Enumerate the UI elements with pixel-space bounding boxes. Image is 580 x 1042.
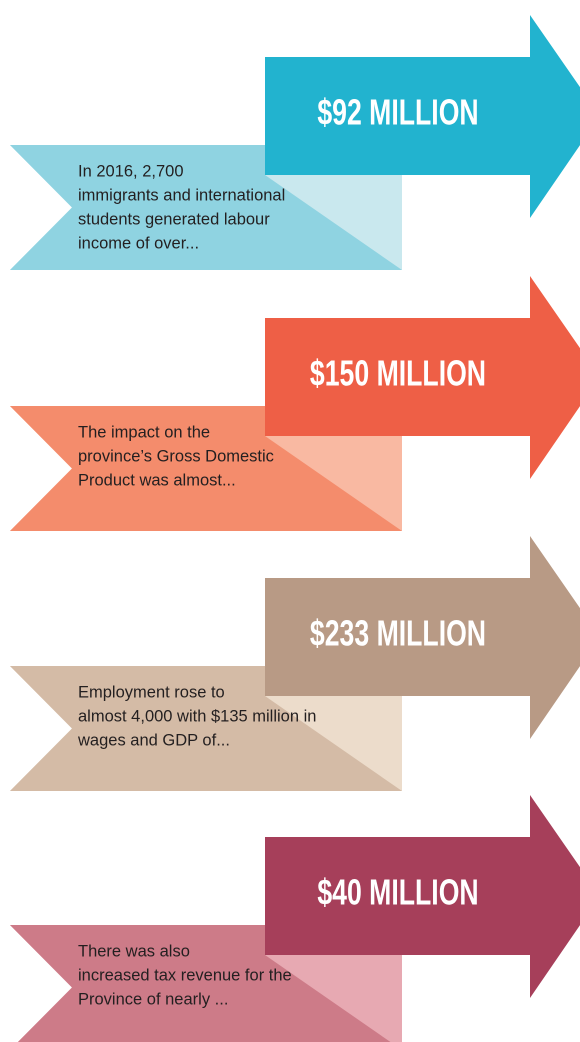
description-line: In 2016, 2,700 <box>78 162 184 180</box>
stat-block: $233 MILLION Employment rose to almost 4,0… <box>10 536 580 791</box>
arrow <box>265 15 580 218</box>
stat-block: $150 MILLION The impact on the province’s … <box>10 276 580 531</box>
description-line: Province of nearly ... <box>78 990 228 1008</box>
ribbon-dark <box>10 145 402 270</box>
description-line: wages and GDP of... <box>77 731 230 749</box>
stat-block: $92 MILLION In 2016, 2,700 immigrants and … <box>10 15 580 270</box>
description-line: Employment rose to <box>78 683 225 701</box>
ribbon-dark <box>10 666 402 791</box>
amount: $40 MILLION <box>317 872 478 913</box>
stat-block: $40 MILLION There was also increased tax r… <box>10 795 580 1042</box>
amount: $150 MILLION <box>310 353 486 394</box>
description-line: income of over... <box>78 234 199 252</box>
description-line: students generated labour <box>78 210 270 228</box>
description-line: There was also <box>78 942 190 960</box>
amount: $233 MILLION <box>310 613 486 654</box>
ribbon-dark <box>10 925 391 1042</box>
description-line: almost 4,000 with $135 million in <box>78 707 316 725</box>
amount: $92 MILLION <box>317 92 478 133</box>
description-line: immigrants and international <box>78 186 285 204</box>
description-line: The impact on the <box>78 423 210 441</box>
description-line: Product was almost... <box>78 471 236 489</box>
ribbon-dark <box>10 406 402 531</box>
arrow <box>265 276 580 479</box>
description-line: increased tax revenue for the <box>78 966 292 984</box>
arrow <box>265 795 580 998</box>
arrow <box>265 536 580 739</box>
description-line: province’s Gross Domestic <box>78 447 274 465</box>
